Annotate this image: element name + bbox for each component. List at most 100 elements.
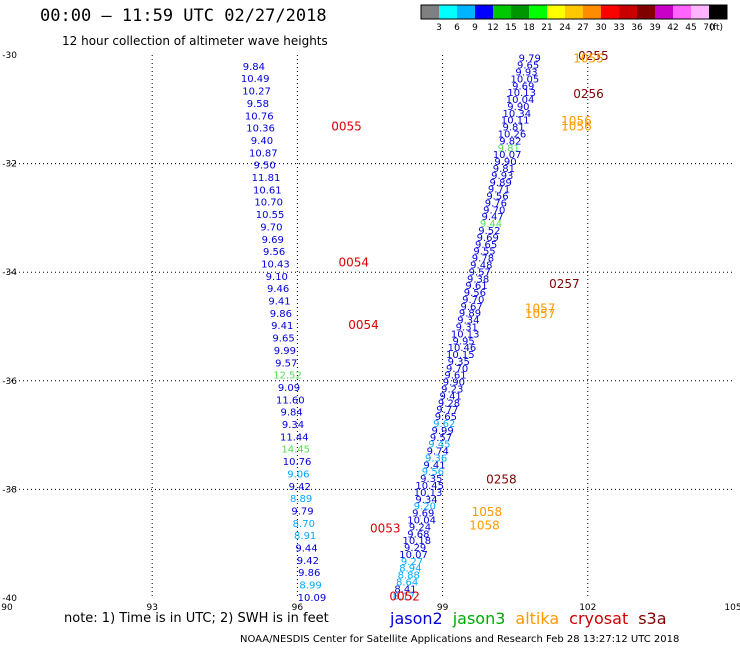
swh-value-label: 9.50 (254, 161, 276, 172)
y-tick-label: -40 (2, 594, 17, 604)
x-tick-label: 102 (579, 603, 596, 613)
swh-value-label: 9.81 (498, 143, 520, 154)
swh-value-label: 9.89 (490, 178, 512, 189)
footer-credit: NOAA/NESDIS Center for Satellite Applica… (240, 634, 680, 645)
swh-value-label: 9.89 (459, 309, 481, 320)
time-label: 1058 (469, 519, 500, 533)
swh-value-label: 9.67 (461, 302, 483, 313)
satellite-legend-cryosat: cryosat (569, 609, 628, 628)
swh-value-label: 8.89 (290, 494, 312, 505)
time-label: 1056 (561, 120, 592, 134)
swh-value-label: 9.71 (488, 185, 510, 196)
legend-swatch (637, 5, 655, 19)
satellite-legend-s3a: s3a (638, 609, 666, 628)
legend-bin-label: 12 (487, 23, 498, 33)
y-tick-label: -38 (2, 485, 17, 495)
swh-value-label: 9.20 (414, 502, 436, 513)
swh-value-label: 10.34 (502, 109, 531, 120)
swh-value-label: 9.41 (271, 321, 293, 332)
x-tick-label: 99 (437, 603, 449, 613)
legend-frame (420, 4, 728, 20)
swh-value-label: 10.87 (249, 148, 278, 159)
swh-value-label: 9.46 (267, 284, 289, 295)
swh-value-label: 9.56 (263, 247, 285, 258)
swh-value-label: 8.17 (393, 591, 415, 602)
legend-bin-label: 6 (454, 23, 460, 33)
swh-value-label: 9.56 (422, 467, 444, 478)
swh-value-label: 10.36 (246, 124, 275, 135)
swh-value-label: 11.81 (252, 173, 281, 184)
swh-value-label: 10.15 (446, 350, 475, 361)
swh-value-label: 10.46 (448, 343, 477, 354)
swh-value-label: 14.45 (281, 445, 310, 456)
swh-value-label: 10.07 (399, 550, 428, 561)
time-label: 0256 (573, 87, 604, 101)
time-label: 0255 (578, 49, 609, 63)
swh-value-label: 9.35 (420, 474, 442, 485)
legend-swatch (655, 5, 673, 19)
time-label: 1057 (525, 307, 556, 321)
swh-value-label: 9.70 (446, 364, 468, 375)
swh-value-label: 9.77 (436, 405, 458, 416)
satellite-legend-jason3: jason3 (452, 609, 506, 628)
swh-value-label: 10.04 (407, 515, 436, 526)
swh-value-label: 8.88 (398, 571, 420, 582)
swh-value-label: 10.11 (501, 116, 530, 127)
swh-value-label: 9.42 (289, 482, 311, 493)
swh-value-label: 10.13 (451, 329, 480, 340)
time-label: 0052 (389, 589, 420, 603)
swh-value-label: 10.49 (241, 74, 270, 85)
swh-value-label: 9.34 (457, 316, 479, 327)
legend-swatch (547, 5, 565, 19)
swh-value-label: 9.28 (438, 398, 460, 409)
swh-value-label: 9.41 (440, 391, 462, 402)
time-label: 1055 (573, 52, 604, 66)
swh-value-label: 10.76 (283, 457, 312, 468)
swh-value-label: 8.41 (394, 584, 416, 595)
swh-value-label: 9.69 (512, 81, 534, 92)
swh-value-label: 9.44 (480, 219, 502, 230)
swh-value-label: 9.68 (407, 529, 429, 540)
swh-value-label: 10.05 (511, 74, 540, 85)
swh-value-label: 9.86 (270, 309, 292, 320)
y-tick-label: -34 (2, 268, 17, 278)
legend-bin-label: 36 (631, 23, 643, 33)
swh-value-label: 9.78 (472, 254, 494, 265)
swh-value-label: 9.61 (444, 371, 466, 382)
time-label: 1056 (561, 114, 592, 128)
swh-value-label: 9.86 (298, 568, 320, 579)
swh-value-label: 9.93 (491, 171, 513, 182)
swh-value-label: 9.93 (515, 67, 537, 78)
note-text: note: 1) Time is in UTC; 2) SWH is in fe… (64, 611, 329, 626)
swh-value-label: 10.13 (414, 488, 443, 499)
swh-value-label: 8.94 (399, 564, 421, 575)
swh-value-label: 9.23 (441, 385, 463, 396)
time-label: 1058 (472, 505, 503, 519)
legend-bin-label: 30 (595, 23, 607, 33)
legend-bin-label: 33 (613, 23, 624, 33)
swh-value-label: 9.65 (475, 240, 497, 251)
swh-value-label: 9.45 (428, 440, 450, 451)
swh-value-label: 9.57 (469, 267, 491, 278)
swh-value-label: 9.41 (268, 297, 290, 308)
legend-swatch (529, 5, 547, 19)
swh-value-label: 9.82 (499, 136, 521, 147)
satellite-legend-jason2: jason2 (389, 609, 443, 628)
time-label: 0258 (486, 473, 517, 487)
swh-value-label: 9.81 (493, 164, 515, 175)
swh-value-label: 10.07 (493, 150, 522, 161)
swh-value-label: 9.27 (401, 557, 423, 568)
swh-value-label: 9.57 (430, 433, 452, 444)
swh-value-label: 9.90 (507, 102, 529, 113)
swh-value-label: 10.27 (242, 87, 271, 98)
legend-bin-label: 42 (667, 23, 678, 33)
swh-value-label: 9.24 (409, 522, 431, 533)
legend-swatch (421, 5, 439, 19)
swh-value-label: 9.70 (260, 222, 282, 233)
swh-value-label: 10.70 (254, 198, 283, 209)
swh-value-label: 9.70 (462, 295, 484, 306)
swh-value-label: 9.90 (443, 378, 465, 389)
swh-value-label: 9.56 (464, 288, 486, 299)
legend-bin-label: 45 (685, 23, 696, 33)
